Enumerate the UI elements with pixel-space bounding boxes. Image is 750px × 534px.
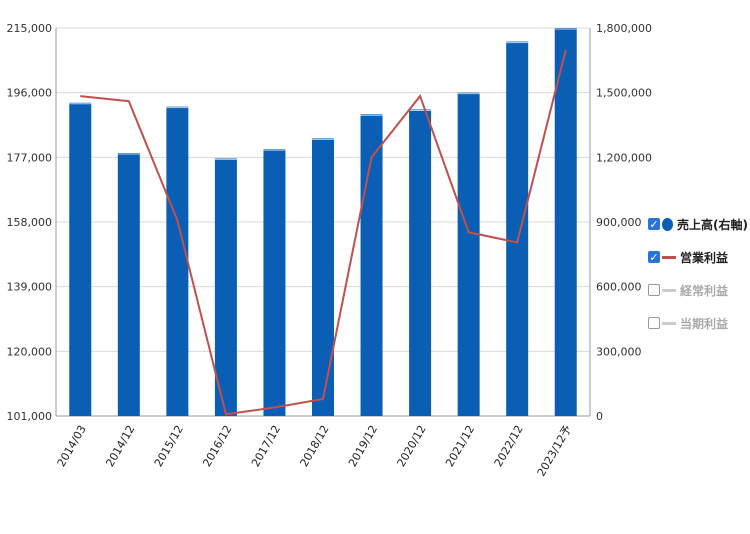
bar bbox=[69, 102, 92, 416]
legend-item-sales[interactable]: ✓ 売上高(右軸) bbox=[648, 212, 748, 236]
legend-label-ordinary-profit: 経常利益 bbox=[680, 283, 729, 298]
left-tick-label: 215,000 bbox=[7, 22, 53, 35]
legend: ✓ 売上高(右軸) ✓ 営業利益 経常利益 当期利益 bbox=[648, 212, 748, 344]
legend-checkbox-net-profit[interactable] bbox=[648, 317, 660, 329]
x-tick-label: 2018/12 bbox=[297, 423, 331, 469]
bar bbox=[457, 92, 480, 417]
bar bbox=[117, 153, 140, 416]
bar bbox=[554, 28, 577, 416]
bar bbox=[409, 109, 432, 416]
series-line bbox=[80, 49, 567, 416]
right-tick-label: 1,500,000 bbox=[596, 87, 652, 100]
x-tick-label: 2019/12 bbox=[346, 423, 380, 469]
x-tick-label: 2014/03 bbox=[55, 423, 89, 469]
legend-line-icon bbox=[662, 321, 676, 325]
legend-item-ordinary-profit[interactable]: 経常利益 bbox=[648, 278, 748, 302]
left-tick-label: 139,000 bbox=[7, 281, 53, 294]
legend-dot-icon bbox=[662, 217, 673, 231]
legend-line-icon bbox=[662, 288, 676, 292]
legend-label-net-profit: 当期利益 bbox=[680, 316, 729, 331]
legend-label-operating-profit: 営業利益 bbox=[680, 250, 729, 265]
bar bbox=[214, 158, 237, 416]
right-tick-label: 600,000 bbox=[596, 281, 642, 294]
x-tick-label: 2020/12 bbox=[395, 423, 429, 469]
legend-line-icon bbox=[662, 255, 676, 259]
right-tick-label: 0 bbox=[596, 410, 603, 423]
left-tick-label: 177,000 bbox=[7, 151, 53, 164]
bar bbox=[263, 149, 286, 417]
legend-label-sales: 売上高(右軸) bbox=[677, 217, 748, 232]
legend-checkbox-sales[interactable]: ✓ bbox=[648, 217, 660, 231]
right-tick-label: 1,200,000 bbox=[596, 151, 652, 164]
left-tick-label: 158,000 bbox=[7, 216, 53, 229]
right-tick-label: 1,800,000 bbox=[596, 22, 652, 35]
legend-checkbox-ordinary-profit[interactable] bbox=[648, 284, 660, 296]
right-tick-label: 300,000 bbox=[596, 345, 642, 358]
x-tick-label: 2023/12予 bbox=[535, 423, 575, 479]
x-tick-label: 2022/12 bbox=[492, 423, 526, 469]
legend-item-operating-profit[interactable]: ✓ 営業利益 bbox=[648, 245, 748, 269]
bar bbox=[166, 106, 189, 416]
legend-item-net-profit[interactable]: 当期利益 bbox=[648, 311, 748, 335]
bar bbox=[312, 138, 334, 416]
bar bbox=[506, 41, 529, 417]
x-tick-label: 2016/12 bbox=[200, 423, 234, 469]
x-tick-label: 2014/12 bbox=[103, 423, 137, 469]
x-tick-label: 2017/12 bbox=[249, 423, 283, 469]
x-tick-label: 2015/12 bbox=[152, 423, 186, 469]
left-tick-label: 101,000 bbox=[7, 410, 53, 423]
left-tick-label: 196,000 bbox=[7, 87, 53, 100]
legend-checkbox-operating-profit[interactable]: ✓ bbox=[648, 250, 660, 264]
right-tick-label: 900,000 bbox=[596, 216, 642, 229]
x-tick-label: 2021/12 bbox=[443, 423, 477, 469]
left-tick-label: 120,000 bbox=[7, 345, 53, 358]
